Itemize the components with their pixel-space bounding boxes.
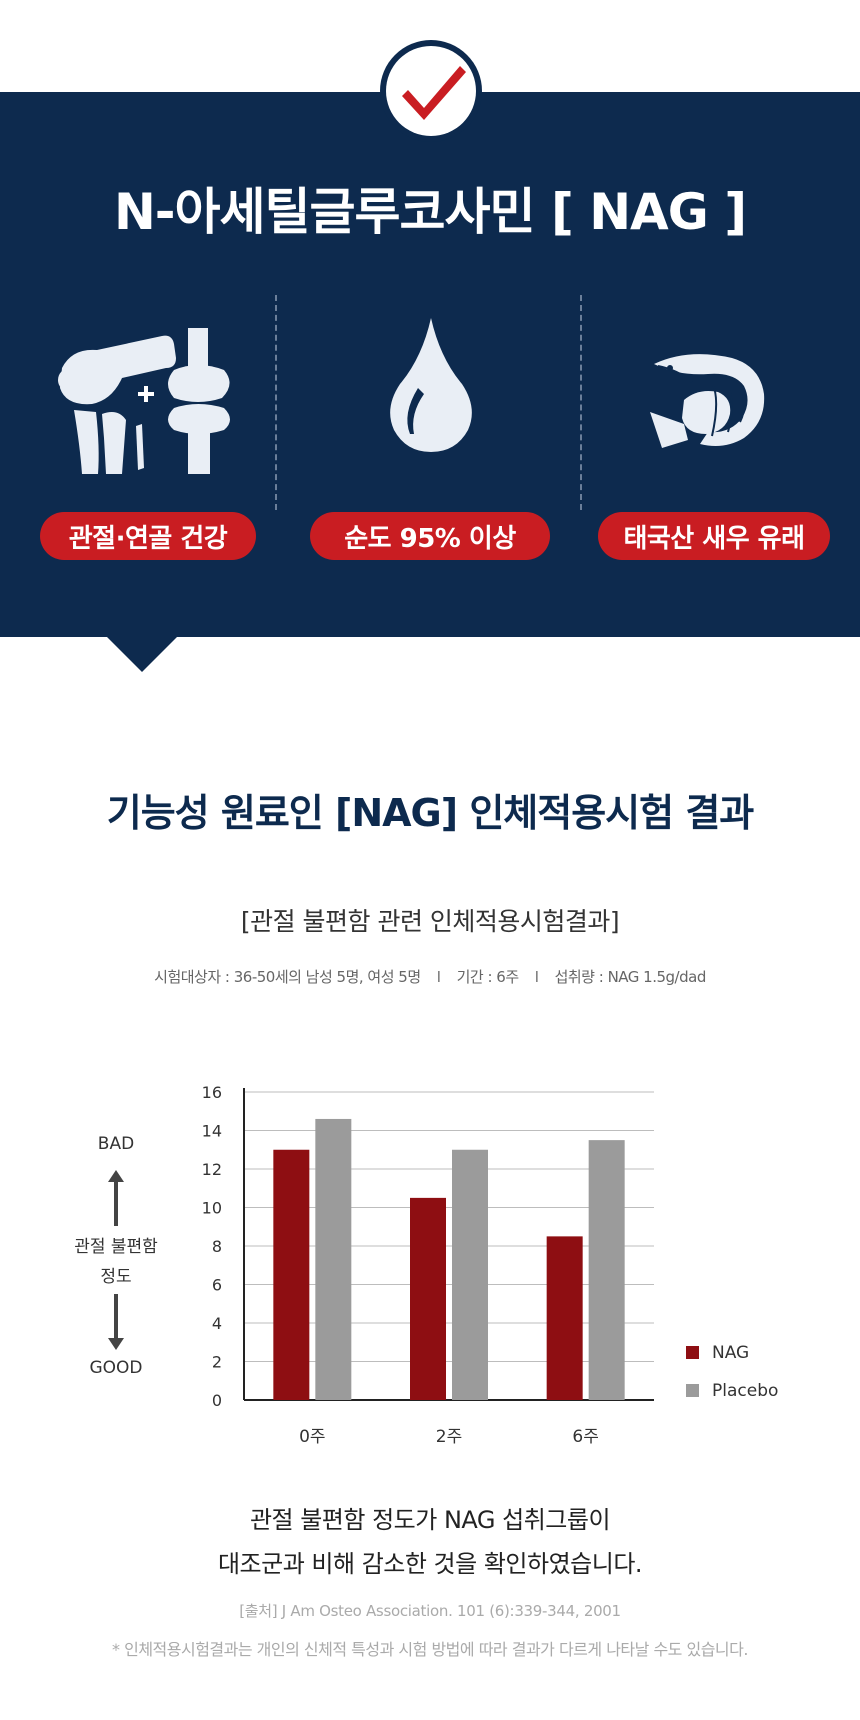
legend-label: Placebo: [712, 1381, 778, 1401]
trial-subjects: 시험대상자 : 36-50세의 남성 5명, 여성 5명: [154, 968, 421, 986]
disclaimer-text: * 인체적용시험결과는 개인의 신체적 특성과 시험 방법에 따라 결과가 다르…: [112, 1640, 748, 1659]
water-drop-icon: [390, 318, 472, 452]
scale-bad-label: BAD: [97, 1134, 135, 1154]
conclusion-line1: 관절 불편함 정도가 NAG 섭취그룹이: [249, 1506, 611, 1534]
y-tick-label: 4: [212, 1314, 222, 1333]
bar-placebo: [452, 1149, 488, 1400]
info-separator: I: [534, 968, 539, 986]
source-citation: [출처] J Am Osteo Association. 101 (6):339…: [239, 1602, 621, 1620]
section-title: 기능성 원료인 [NAG] 인체적용시험 결과: [106, 791, 755, 835]
feature-divider: [275, 295, 277, 510]
x-tick-label: 6주: [572, 1427, 598, 1447]
trial-info: 시험대상자 : 36-50세의 남성 5명, 여성 5명 I 기간 : 6주 I 섭취량…: [0, 966, 860, 987]
shrimp-icon: [650, 354, 765, 448]
y-tick-label: 10: [202, 1199, 222, 1218]
trial-intake: 섭취량 : NAG 1.5g/dad: [554, 968, 707, 986]
scale-good-label: GOOD: [89, 1358, 143, 1378]
checkmark-icon: [402, 66, 466, 120]
y-tick-label: 6: [212, 1276, 222, 1295]
y-tick-label: 16: [202, 1083, 222, 1102]
check-badge: [386, 46, 476, 136]
conclusion-line2: 대조군과 비해 감소한 것을 확인하였습니다.: [217, 1550, 643, 1578]
trial-period: 기간 : 6주: [456, 968, 520, 986]
conclusion-text: 관절 불편함 정도가 NAG 섭취그룹이 대조군과 비해 감소한 것을 확인하였…: [0, 1498, 860, 1586]
page-title: N-아세틸글루코사민 [ NAG ]: [113, 183, 747, 241]
scale-axis-label: 관절 불편함 정도: [56, 1232, 176, 1292]
bar-placebo: [315, 1118, 352, 1400]
legend-swatch: [686, 1346, 699, 1359]
bar-chart: 0 2 4 6 8 10 12 14 16 0주 2주 6주 NAG Placebo: [202, 1083, 779, 1447]
bar-nag: [273, 1149, 310, 1400]
x-tick-label: 2주: [436, 1427, 462, 1447]
y-tick-label: 2: [212, 1353, 222, 1372]
bar-nag: [546, 1236, 583, 1400]
scale-label-line1: 관절 불편함: [74, 1237, 158, 1257]
info-separator: I: [436, 968, 441, 986]
y-tick-label: 12: [202, 1160, 222, 1179]
scale-label-line2: 정도: [100, 1267, 132, 1287]
y-tick-label: 8: [212, 1237, 222, 1256]
arrow-down-icon: [108, 1294, 124, 1350]
feature-pill-joint: 관절·연골 건강: [40, 512, 256, 560]
feature-pill-purity: 순도 95% 이상: [310, 512, 550, 560]
bar-placebo: [588, 1140, 625, 1400]
chart-subtitle: [관절 불편함 관련 인체적용시험결과]: [240, 907, 620, 936]
knee-joint-icon: [58, 328, 230, 474]
feature-pill-origin: 태국산 새우 유래: [598, 512, 830, 560]
legend-swatch: [686, 1384, 699, 1397]
legend-label: NAG: [712, 1343, 749, 1363]
banner-pointer: [106, 636, 178, 672]
y-tick-label: 0: [212, 1391, 222, 1410]
y-tick-label: 14: [202, 1122, 222, 1141]
x-tick-label: 0주: [299, 1427, 325, 1447]
bar-nag: [410, 1197, 446, 1400]
arrow-up-icon: [108, 1170, 124, 1226]
feature-divider: [580, 295, 582, 510]
